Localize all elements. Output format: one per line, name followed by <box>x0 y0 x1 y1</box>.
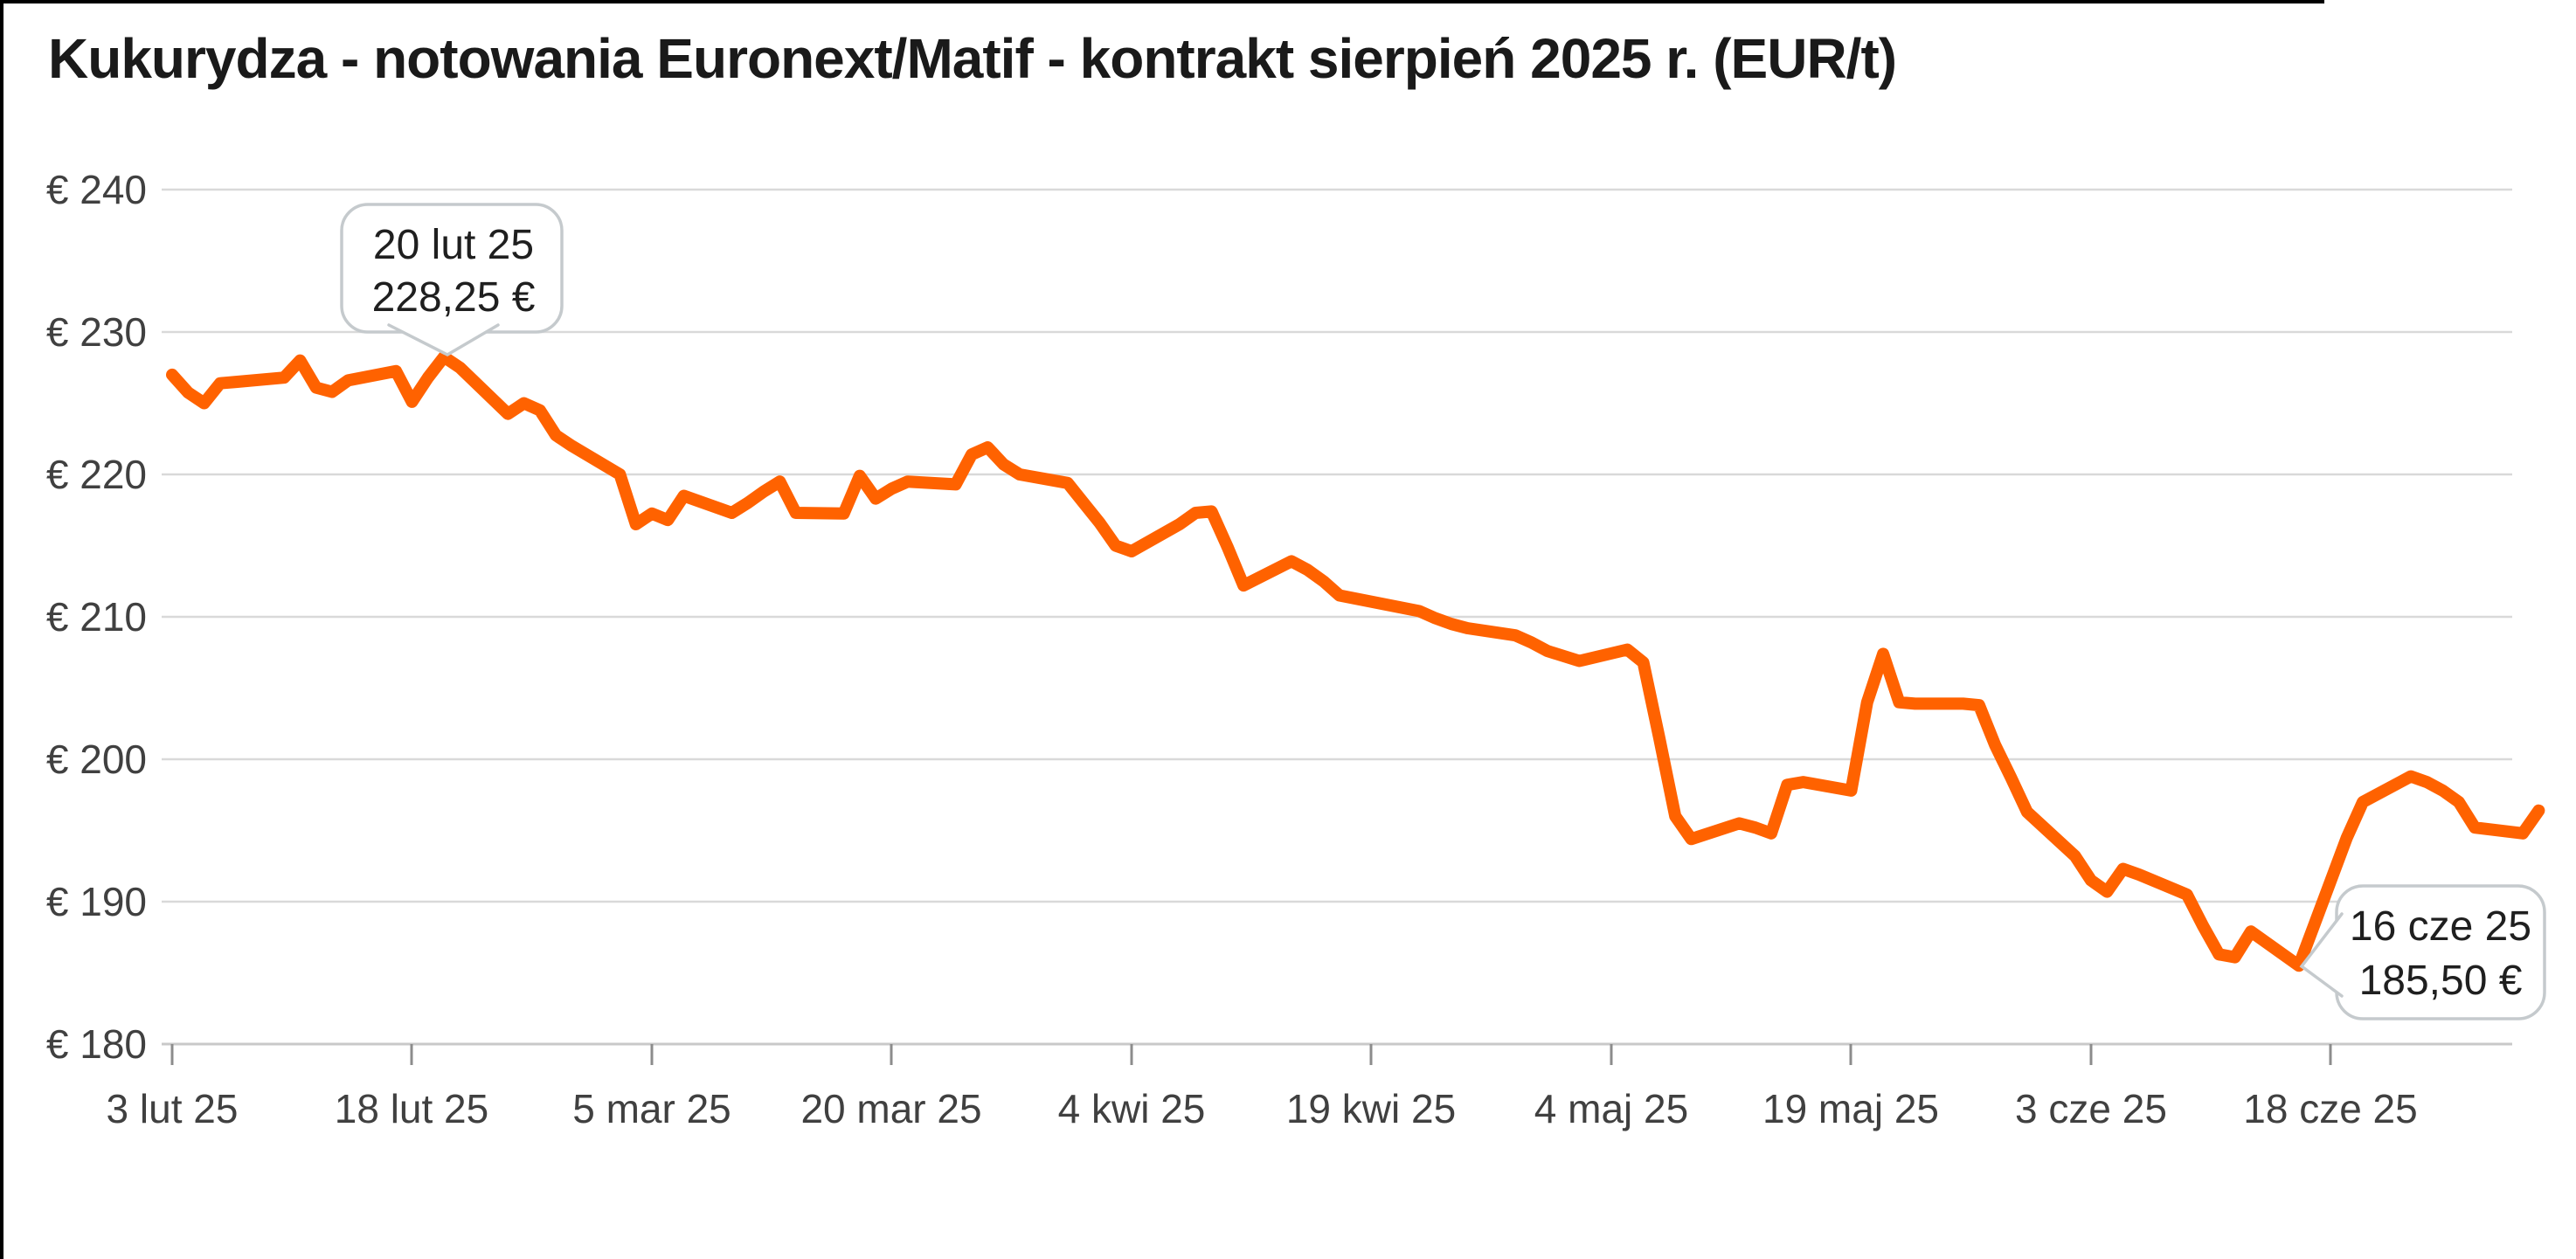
chart-title: Kukurydza - notowania Euronext/Matif - k… <box>48 27 1897 90</box>
x-tick-label: 3 lut 25 <box>107 1086 239 1131</box>
y-tick-label: € 220 <box>46 452 147 497</box>
screenshot-left-edge <box>0 0 3 1259</box>
y-axis-labels: € 240 € 230 € 220 € 210 € 200 € 190 € 18… <box>46 167 147 1067</box>
y-tick-label: € 230 <box>46 309 147 355</box>
x-axis-labels: 3 lut 25 18 lut 25 5 mar 25 20 mar 25 4 … <box>107 1086 2418 1131</box>
x-tick-label: 4 maj 25 <box>1534 1086 1688 1131</box>
y-tick-label: € 210 <box>46 594 147 640</box>
gridlines <box>162 188 2512 903</box>
x-tick-label: 20 mar 25 <box>800 1086 981 1131</box>
y-tick-label: € 240 <box>46 167 147 212</box>
annotation-peak: 20 lut 25 228,25 € <box>340 203 564 356</box>
x-tick-label: 4 kwi 25 <box>1058 1086 1206 1131</box>
x-tick-label: 18 lut 25 <box>335 1086 488 1131</box>
x-tick-label: 19 maj 25 <box>1762 1086 1939 1131</box>
y-tick-label: € 200 <box>46 737 147 782</box>
annotation-date: 16 cze 25 <box>2350 903 2531 950</box>
x-axis-ticks <box>170 1044 2332 1065</box>
x-tick-label: 5 mar 25 <box>572 1086 731 1131</box>
annotation-bubble-tail <box>387 323 500 356</box>
annotation-bubble-tail <box>2299 912 2344 998</box>
x-tick-label: 3 cze 25 <box>2015 1086 2167 1131</box>
annotation-date: 20 lut 25 <box>373 222 534 268</box>
screenshot-top-edge <box>0 0 2324 3</box>
annotation-low: 16 cze 25 185,50 € <box>2299 884 2546 1020</box>
y-tick-label: € 190 <box>46 879 147 924</box>
annotation-value: 228,25 € <box>372 274 536 321</box>
x-tick-label: 18 cze 25 <box>2243 1086 2417 1131</box>
y-tick-label: € 180 <box>46 1021 147 1067</box>
annotation-value: 185,50 € <box>2359 958 2523 1004</box>
price-line-series <box>166 350 2545 972</box>
x-tick-label: 19 kwi 25 <box>1286 1086 1456 1131</box>
